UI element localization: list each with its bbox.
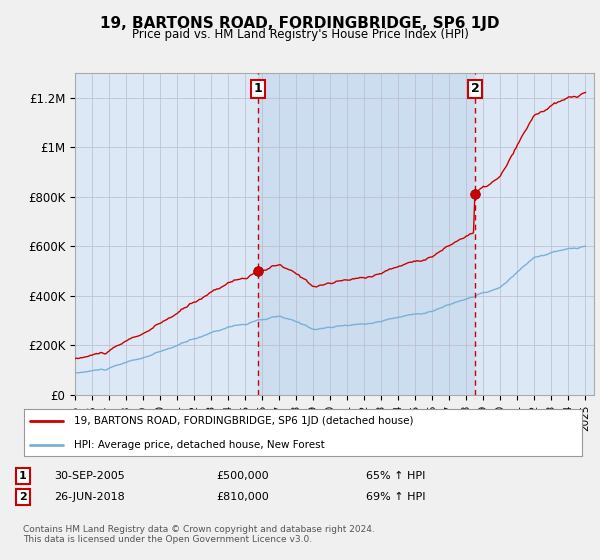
Text: 19, BARTONS ROAD, FORDINGBRIDGE, SP6 1JD: 19, BARTONS ROAD, FORDINGBRIDGE, SP6 1JD — [100, 16, 500, 31]
Text: 1: 1 — [19, 471, 26, 481]
Text: £810,000: £810,000 — [216, 492, 269, 502]
Text: £500,000: £500,000 — [216, 471, 269, 481]
Text: 1: 1 — [254, 82, 262, 95]
Text: 2: 2 — [19, 492, 26, 502]
Bar — [258, 73, 475, 395]
Text: HPI: Average price, detached house, New Forest: HPI: Average price, detached house, New … — [74, 440, 325, 450]
Text: 2: 2 — [470, 82, 479, 95]
Text: 30-SEP-2005: 30-SEP-2005 — [54, 471, 125, 481]
Text: 69% ↑ HPI: 69% ↑ HPI — [366, 492, 425, 502]
Text: Contains HM Land Registry data © Crown copyright and database right 2024.
This d: Contains HM Land Registry data © Crown c… — [23, 525, 374, 544]
Text: 65% ↑ HPI: 65% ↑ HPI — [366, 471, 425, 481]
Text: 26-JUN-2018: 26-JUN-2018 — [54, 492, 125, 502]
Text: Price paid vs. HM Land Registry's House Price Index (HPI): Price paid vs. HM Land Registry's House … — [131, 28, 469, 41]
Text: 19, BARTONS ROAD, FORDINGBRIDGE, SP6 1JD (detached house): 19, BARTONS ROAD, FORDINGBRIDGE, SP6 1JD… — [74, 416, 414, 426]
